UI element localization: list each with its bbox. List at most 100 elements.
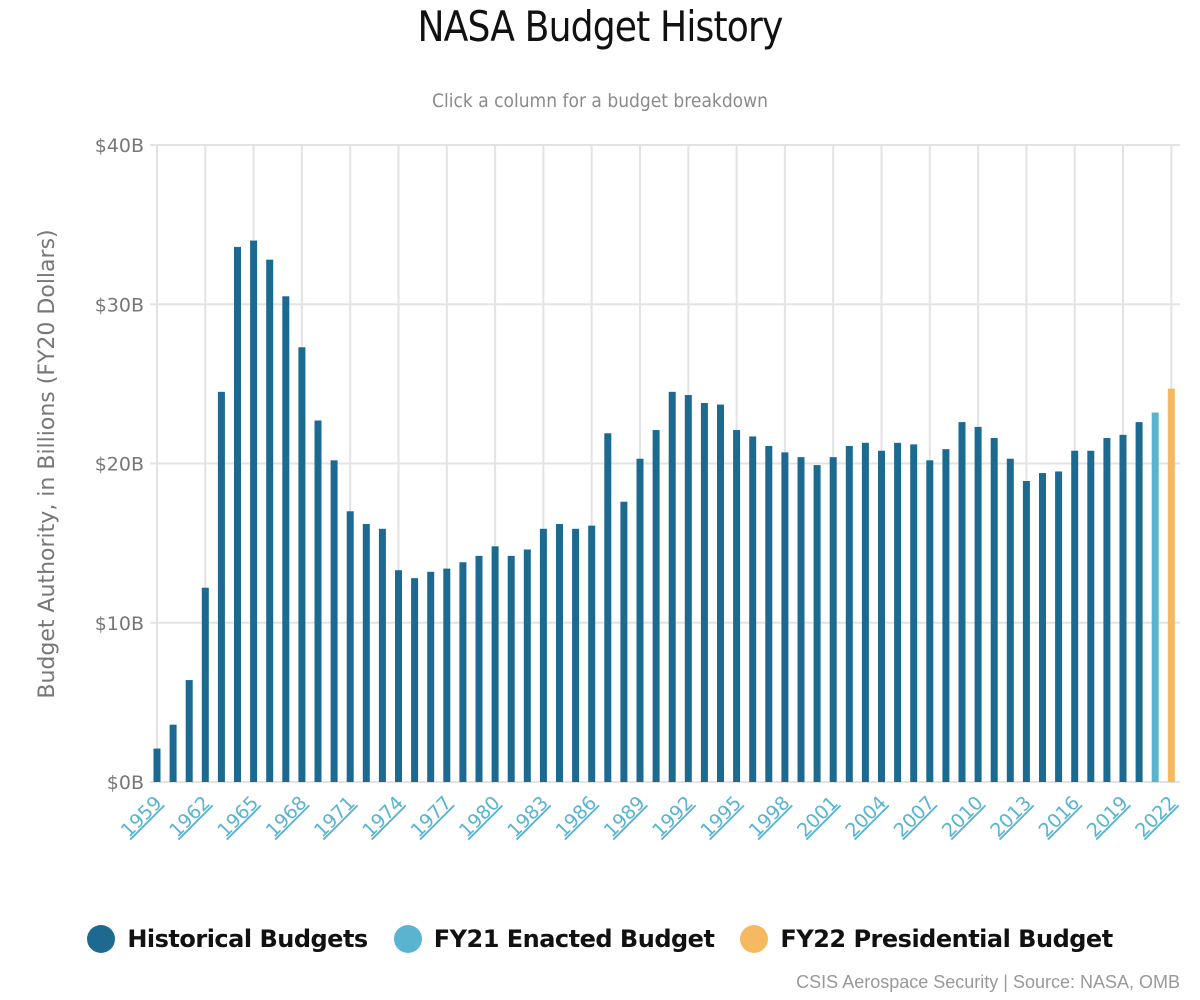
bar-1976[interactable] bbox=[427, 571, 435, 782]
bar-1989[interactable] bbox=[636, 458, 644, 782]
legend-item-historical[interactable]: Historical Budgets bbox=[87, 925, 368, 953]
bar-2002[interactable] bbox=[845, 445, 853, 782]
x-tick-label[interactable]: 1974 bbox=[358, 792, 408, 842]
bar-2008[interactable] bbox=[942, 449, 950, 782]
bar-1975[interactable] bbox=[411, 578, 419, 782]
x-tick[interactable]: 1962 bbox=[165, 792, 215, 842]
x-tick[interactable]: 1992 bbox=[648, 792, 698, 842]
bar-1985[interactable] bbox=[572, 528, 580, 782]
bar-2004[interactable] bbox=[878, 450, 885, 782]
bar-2019[interactable] bbox=[1119, 434, 1127, 782]
bar-2017[interactable] bbox=[1087, 450, 1095, 782]
bar-1965[interactable] bbox=[250, 240, 258, 783]
x-tick-label[interactable]: 2001 bbox=[793, 792, 843, 842]
x-tick[interactable]: 2001 bbox=[793, 792, 843, 842]
bar-1996[interactable] bbox=[749, 436, 757, 782]
bar-1990[interactable] bbox=[652, 430, 660, 782]
x-tick-label[interactable]: 1989 bbox=[600, 792, 650, 842]
x-tick[interactable]: 1968 bbox=[262, 792, 312, 842]
x-tick-label[interactable]: 1971 bbox=[310, 792, 360, 842]
bar-2014[interactable] bbox=[1039, 473, 1046, 782]
bar-2016[interactable] bbox=[1071, 450, 1079, 782]
bar-1986[interactable] bbox=[588, 525, 596, 782]
bar-2011[interactable] bbox=[990, 438, 998, 782]
x-tick-label[interactable]: 2022 bbox=[1131, 792, 1181, 842]
x-tick[interactable]: 1986 bbox=[551, 792, 601, 842]
x-tick[interactable]: 2016 bbox=[1034, 792, 1084, 842]
bar-2018[interactable] bbox=[1103, 438, 1111, 782]
bar-2015[interactable] bbox=[1055, 471, 1063, 782]
bar-1959[interactable] bbox=[153, 748, 161, 782]
x-tick[interactable]: 1995 bbox=[696, 792, 746, 842]
x-tick[interactable]: 2004 bbox=[841, 792, 891, 842]
x-tick-label[interactable]: 1968 bbox=[262, 792, 312, 842]
x-tick-label[interactable]: 1992 bbox=[648, 792, 698, 842]
bar-1967[interactable] bbox=[282, 296, 290, 782]
bar-1960[interactable] bbox=[169, 724, 177, 782]
x-tick[interactable]: 1983 bbox=[503, 792, 553, 842]
bar-2000[interactable] bbox=[813, 465, 821, 782]
bar-2010[interactable] bbox=[974, 426, 982, 782]
bar-1994[interactable] bbox=[717, 404, 724, 782]
bar-1997[interactable] bbox=[765, 445, 773, 782]
bar-1969[interactable] bbox=[314, 420, 322, 782]
x-tick-label[interactable]: 1998 bbox=[745, 792, 795, 842]
bar-1984[interactable] bbox=[556, 524, 563, 782]
bar-1995[interactable] bbox=[733, 430, 741, 782]
bar-2001[interactable] bbox=[829, 457, 837, 782]
x-tick-label[interactable]: 1965 bbox=[213, 792, 263, 842]
bar-1981[interactable] bbox=[507, 555, 515, 782]
bar-1982[interactable] bbox=[523, 549, 531, 782]
legend-item-fy21[interactable]: FY21 Enacted Budget bbox=[393, 925, 715, 953]
x-tick[interactable]: 1965 bbox=[213, 792, 263, 842]
x-tick[interactable]: 1989 bbox=[600, 792, 650, 842]
bar-1980[interactable] bbox=[491, 546, 499, 782]
x-tick[interactable]: 1977 bbox=[407, 792, 457, 842]
bar-1970[interactable] bbox=[330, 460, 338, 782]
bar-1987[interactable] bbox=[604, 433, 612, 782]
bar-2009[interactable] bbox=[958, 422, 966, 782]
bar-2005[interactable] bbox=[894, 442, 902, 782]
x-tick[interactable]: 2007 bbox=[890, 792, 940, 842]
bar-1964[interactable] bbox=[234, 246, 241, 783]
x-tick[interactable]: 2013 bbox=[986, 792, 1036, 842]
bar-1991[interactable] bbox=[668, 391, 676, 782]
x-tick-label[interactable]: 2019 bbox=[1083, 792, 1133, 842]
x-tick-label[interactable]: 1995 bbox=[696, 792, 746, 842]
bar-1971[interactable] bbox=[346, 511, 354, 782]
bar-1974[interactable] bbox=[395, 570, 402, 782]
x-tick-label[interactable]: 1962 bbox=[165, 792, 215, 842]
bar-1972[interactable] bbox=[362, 524, 370, 782]
bar-1978[interactable] bbox=[459, 562, 467, 782]
bar-1998[interactable] bbox=[781, 452, 789, 782]
bar-1973[interactable] bbox=[378, 528, 386, 782]
bar-1963[interactable] bbox=[217, 391, 225, 782]
bar-1962[interactable] bbox=[201, 587, 209, 782]
bar-2012[interactable] bbox=[1006, 458, 1014, 782]
x-tick-label[interactable]: 1983 bbox=[503, 792, 553, 842]
x-tick-label[interactable]: 1977 bbox=[407, 792, 457, 842]
bar-2007[interactable] bbox=[926, 460, 934, 782]
bar-1966[interactable] bbox=[266, 259, 274, 782]
bar-2020[interactable] bbox=[1135, 422, 1143, 782]
x-tick-label[interactable]: 2007 bbox=[890, 792, 940, 842]
bar-1983[interactable] bbox=[539, 528, 547, 782]
x-tick[interactable]: 2010 bbox=[938, 792, 988, 842]
bar-2006[interactable] bbox=[910, 444, 918, 782]
x-tick[interactable]: 2019 bbox=[1083, 792, 1133, 842]
bar-1961[interactable] bbox=[185, 680, 193, 782]
x-tick[interactable]: 1959 bbox=[117, 792, 167, 842]
bar-1993[interactable] bbox=[700, 402, 708, 782]
bar-1979[interactable] bbox=[475, 555, 483, 782]
x-tick-label[interactable]: 1959 bbox=[117, 792, 167, 842]
bar-2003[interactable] bbox=[861, 442, 869, 782]
credits[interactable]: CSIS Aerospace Security | Source: NASA, … bbox=[796, 972, 1180, 992]
bar-1988[interactable] bbox=[620, 501, 628, 782]
x-tick[interactable]: 1971 bbox=[310, 792, 360, 842]
bar-1992[interactable] bbox=[684, 395, 692, 782]
bar-2013[interactable] bbox=[1022, 481, 1030, 782]
x-tick-label[interactable]: 1986 bbox=[551, 792, 601, 842]
bar-1968[interactable] bbox=[298, 347, 306, 782]
x-tick-label[interactable]: 2013 bbox=[986, 792, 1036, 842]
legend-item-fy22[interactable]: FY22 Presidential Budget bbox=[740, 925, 1113, 953]
